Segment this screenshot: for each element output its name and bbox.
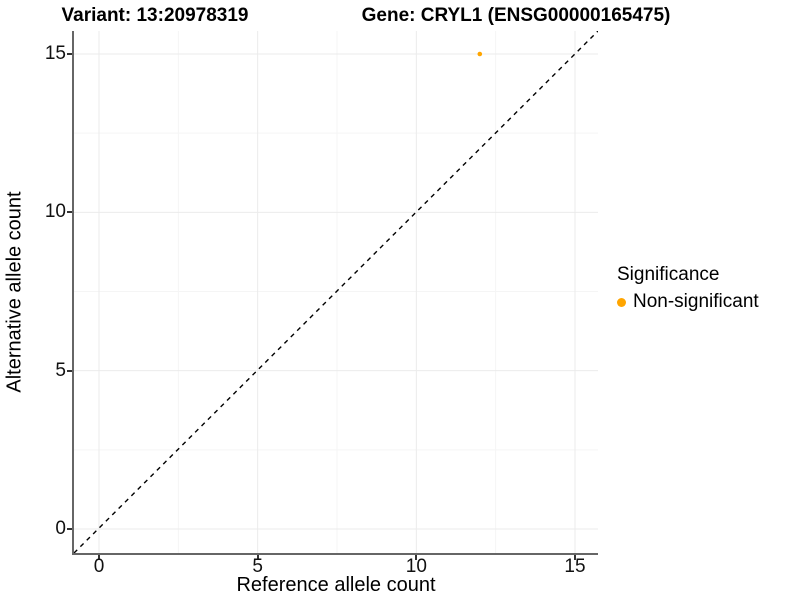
data-point: [477, 51, 483, 57]
y-tick-mark: [67, 528, 72, 530]
y-tick-mark: [67, 52, 72, 55]
legend-title: Significance: [617, 264, 720, 285]
x-tick-label: 0: [93, 556, 105, 577]
x-tick-label: 10: [405, 556, 427, 577]
y-axis-title: Alternative allele count: [3, 191, 26, 393]
legend-item-label: Non-significant: [633, 291, 759, 312]
y-tick-label: 5: [55, 359, 66, 381]
legend-item: Non-significant: [617, 291, 759, 313]
dot-icon: [617, 297, 626, 307]
variant-title: Variant: 13:20978319: [61, 5, 249, 26]
y-tick-label: 10: [44, 201, 66, 223]
y-tick-label: 0: [55, 518, 66, 539]
y-tick-mark: [67, 211, 72, 214]
x-axis-title: Reference allele count: [236, 574, 436, 596]
y-tick-label: 15: [44, 42, 66, 64]
x-tick-mark: [573, 555, 576, 560]
x-tick-mark: [98, 555, 100, 560]
legend: Significance Non-significant: [617, 264, 759, 313]
gene-title: Gene: CRYL1 (ENSG00000165475): [361, 5, 671, 26]
x-tick-mark: [415, 555, 418, 560]
y-tick-mark: [67, 369, 72, 372]
x-tick-label: 5: [252, 556, 263, 577]
x-tick-mark: [256, 555, 259, 560]
plot-panel: [72, 31, 598, 555]
identity-line: [74, 31, 598, 553]
plot-area: [74, 31, 598, 553]
x-tick-label: 15: [564, 556, 586, 577]
